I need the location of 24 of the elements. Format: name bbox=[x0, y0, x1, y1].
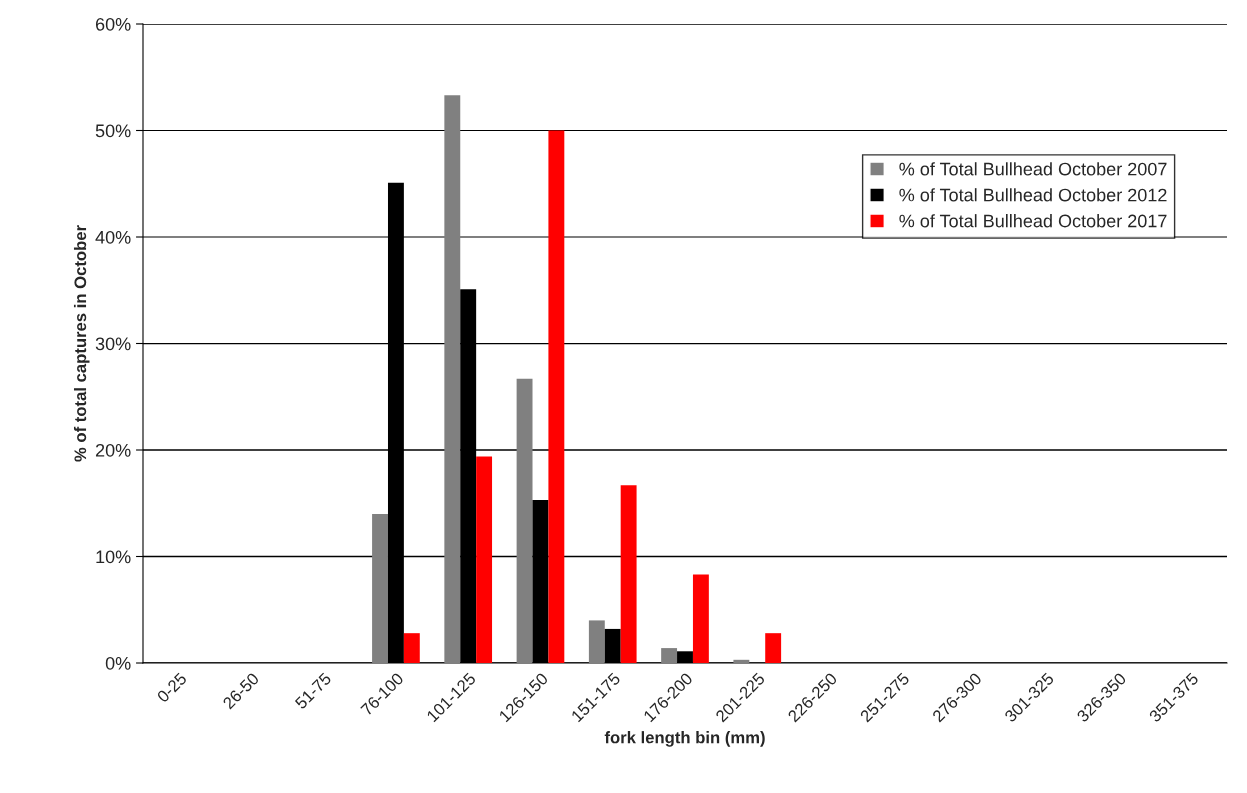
bar bbox=[403, 633, 420, 663]
legend-label: % of Total Bullhead October 2007 bbox=[899, 162, 1167, 176]
bar bbox=[588, 620, 605, 663]
y-tick-label: 0% bbox=[105, 656, 131, 670]
y-tick-label: 10% bbox=[96, 550, 131, 564]
bar bbox=[516, 378, 533, 663]
bar bbox=[692, 574, 709, 663]
y-tick-label: 30% bbox=[95, 337, 131, 351]
y-tick-label: 20% bbox=[95, 443, 131, 457]
y-tick-label: 40% bbox=[95, 230, 131, 244]
bar bbox=[765, 633, 782, 663]
bar bbox=[620, 485, 637, 663]
bar bbox=[661, 648, 678, 663]
x-axis-title: fork length bin (mm) bbox=[604, 731, 765, 747]
bar bbox=[548, 130, 565, 663]
y-axis-title: % of total captures in October bbox=[73, 225, 90, 462]
bar bbox=[444, 95, 461, 663]
y-tick-label: 60% bbox=[95, 17, 131, 31]
bar bbox=[733, 659, 750, 663]
bar bbox=[372, 513, 388, 663]
legend-label: % of Total Bullhead October 2012 bbox=[899, 188, 1167, 202]
y-tick-label: 50% bbox=[95, 124, 131, 138]
bar bbox=[476, 456, 493, 663]
legend-label: % of Total Bullhead October 2017 bbox=[899, 214, 1167, 228]
